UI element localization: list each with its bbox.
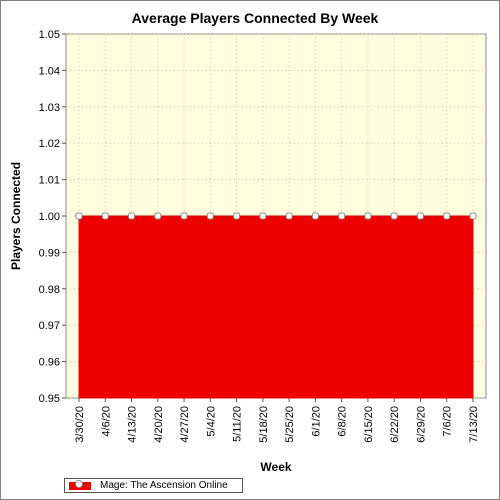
legend-label: Mage: The Ascension Online: [100, 480, 228, 491]
x-tick-label: 6/8/20: [337, 406, 349, 437]
x-tick-label: 5/18/20: [258, 406, 270, 443]
x-tick-label: 7/13/20: [468, 406, 480, 443]
data-point: [390, 212, 398, 220]
y-axis: 0.95 0.96 0.97 0.98 0.99 1.00 1.01 1.02 1.03 1.04…: [39, 29, 66, 405]
grid-lines: [66, 33, 486, 399]
x-tick-label: 6/15/20: [363, 406, 375, 443]
x-tick-label: 7/6/20: [442, 406, 454, 437]
x-tick-label: 4/27/20: [179, 406, 191, 443]
x-tick-label: 5/4/20: [205, 406, 217, 437]
legend: Mage: The Ascension Online: [64, 478, 243, 493]
data-point: [285, 212, 293, 220]
x-axis-title: Week: [260, 460, 291, 474]
data-point: [101, 212, 109, 220]
data-point: [338, 212, 346, 220]
chart-title: Average Players Connected By Week: [132, 10, 379, 26]
y-tick-label: 0.97: [39, 320, 60, 332]
data-point: [311, 212, 319, 220]
y-tick-label: 0.95: [39, 393, 60, 405]
data-point: [443, 212, 451, 220]
y-tick-label: 1.00: [39, 211, 60, 223]
x-tick-label: 4/13/20: [127, 406, 139, 443]
data-point: [180, 212, 188, 220]
data-point: [233, 212, 241, 220]
data-point: [154, 212, 162, 220]
y-tick-label: 0.98: [39, 284, 60, 296]
data-point: [206, 212, 214, 220]
legend-marker-icon: [75, 480, 83, 488]
y-tick-label: 1.01: [39, 175, 60, 187]
y-tick-label: 1.02: [39, 138, 60, 150]
x-tick-label: 6/29/20: [415, 406, 427, 443]
y-tick-label: 1.04: [39, 65, 60, 77]
y-tick-label: 1.05: [39, 29, 60, 41]
y-tick-label: 0.99: [39, 247, 60, 259]
x-axis: 3/30/20 4/6/20 4/13/20 4/20/20 4/27/20 5/4/20…: [74, 398, 480, 443]
y-axis-title: Players Connected: [9, 162, 23, 270]
x-tick-label: 4/6/20: [100, 406, 112, 437]
x-tick-label: 5/11/20: [232, 406, 244, 442]
data-point: [364, 212, 372, 220]
data-point: [416, 212, 424, 220]
y-tick-label: 0.96: [39, 357, 60, 369]
data-point: [75, 212, 83, 220]
x-tick-label: 3/30/20: [74, 406, 86, 443]
data-point: [259, 212, 267, 220]
series-markers: [75, 212, 477, 220]
series-area: [78, 215, 474, 399]
x-tick-label: 4/20/20: [153, 406, 165, 443]
x-tick-label: 6/1/20: [310, 406, 322, 437]
x-tick-label: 6/22/20: [389, 406, 401, 443]
y-tick-label: 1.03: [39, 102, 60, 114]
data-point: [128, 212, 136, 220]
x-tick-label: 5/25/20: [284, 406, 296, 443]
data-point: [469, 212, 477, 220]
